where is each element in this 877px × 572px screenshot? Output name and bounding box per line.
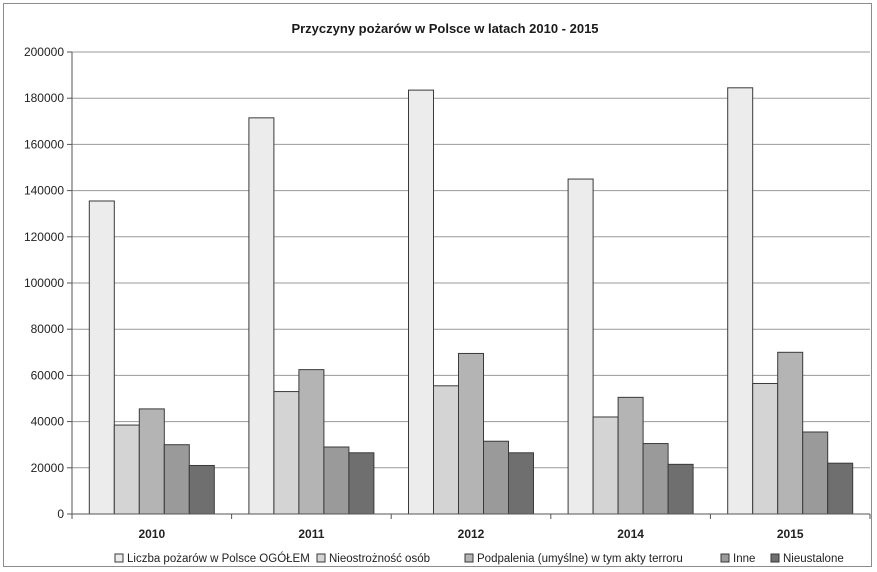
- x-tick-label: 2014: [617, 527, 644, 541]
- bar-2015-series-0: [727, 87, 754, 515]
- x-tick-label: 2010: [138, 527, 165, 541]
- bar-2011-series-0: [248, 117, 275, 515]
- bar-2010-series-2: [138, 408, 165, 515]
- bar-2015-series-1: [752, 382, 779, 515]
- bar-2012-series-2: [458, 352, 484, 515]
- bar-2010-series-4: [188, 464, 215, 515]
- y-tick-label: 160000: [24, 137, 64, 151]
- legend-swatch: [720, 553, 730, 563]
- x-axis-ticks: 2010 2011 2012 2014 2015: [138, 527, 803, 541]
- legend-swatch: [114, 553, 124, 563]
- legend: Liczba pożarów w Polsce OGÓŁEM Nieostrożn…: [114, 552, 844, 565]
- y-tick-label: 180000: [24, 91, 64, 105]
- x-tick-label: 2015: [777, 527, 804, 541]
- bar-2010-series-1: [113, 424, 140, 515]
- legend-swatch: [316, 553, 326, 563]
- legend-label: Liczba pożarów w Polsce OGÓŁEM: [127, 552, 310, 565]
- bar-2010-series-0: [88, 200, 115, 515]
- bar-2014-series-4: [667, 463, 694, 515]
- legend-label: Nieustalone: [783, 553, 844, 565]
- legend-swatch: [770, 553, 780, 563]
- y-tick-label: 140000: [24, 184, 64, 198]
- bar-2014-series-2: [617, 396, 644, 515]
- y-tick-label: 200000: [24, 45, 64, 59]
- chart-title: Przyczyny pożarów w Polsce w latach 2010…: [291, 21, 598, 36]
- bar-2011-series-4: [348, 452, 375, 515]
- bar-2012-series-3: [483, 440, 509, 515]
- y-tick-label: 20000: [31, 461, 65, 475]
- legend-label: Podpalenia (umyślne) w tym akty terroru: [477, 553, 683, 565]
- bar-2014-series-0: [567, 178, 594, 515]
- y-tick-label: 40000: [31, 415, 65, 429]
- bar-2012-series-4: [508, 452, 534, 515]
- bar-2015-series-2: [777, 351, 804, 515]
- bars: [88, 87, 854, 515]
- bar-2014-series-1: [592, 416, 619, 515]
- y-tick-label: 100000: [24, 276, 64, 290]
- bar-2015-series-4: [827, 462, 854, 515]
- bar-2011-series-3: [323, 446, 350, 515]
- bar-2015-series-3: [802, 431, 829, 515]
- legend-label: Inne: [733, 553, 755, 565]
- legend-swatch: [464, 553, 474, 563]
- bar-2012-series-1: [433, 385, 459, 515]
- y-tick-label: 80000: [31, 322, 65, 336]
- y-tick-label: 0: [57, 507, 64, 521]
- y-axis-ticks: 0 20000 40000 60000 80000 100000 120000 140000 1…: [24, 45, 64, 521]
- axes: [71, 52, 871, 519]
- legend-label: Nieostrożność osób: [329, 553, 430, 565]
- bar-2011-series-1: [273, 391, 300, 515]
- bar-2014-series-3: [642, 443, 669, 515]
- y-tick-label: 120000: [24, 230, 64, 244]
- bar-2012-series-0: [408, 89, 434, 515]
- bar-2011-series-2: [298, 369, 325, 515]
- bar-2010-series-3: [163, 444, 190, 515]
- y-tick-label: 60000: [31, 368, 65, 382]
- x-tick-label: 2012: [458, 527, 485, 541]
- x-tick-label: 2011: [298, 527, 324, 541]
